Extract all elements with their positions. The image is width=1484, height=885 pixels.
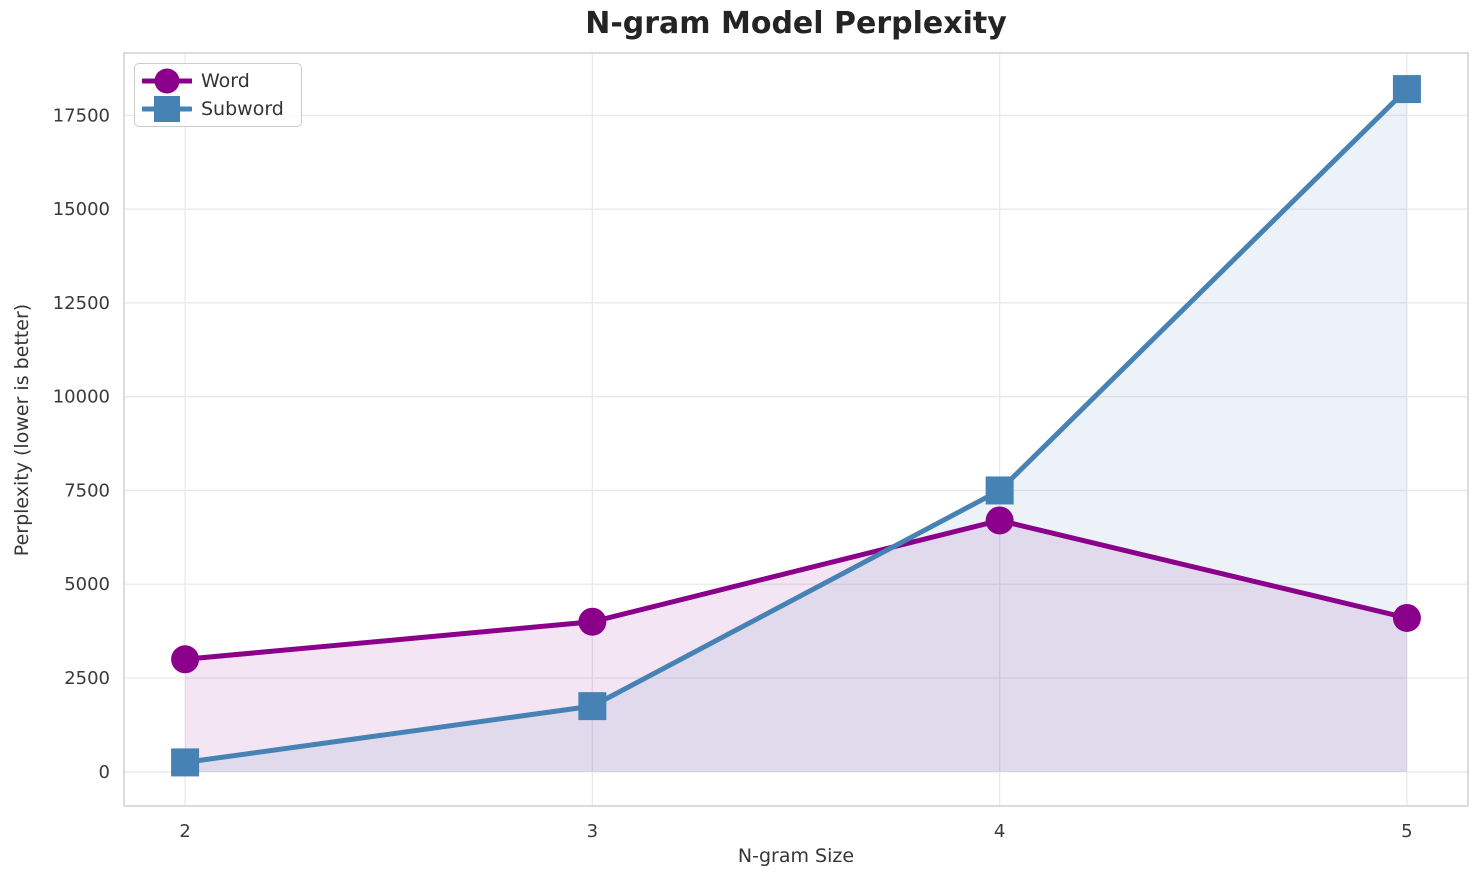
- subword-line: [182, 86, 1410, 765]
- word-line: [182, 517, 1410, 662]
- word-marker: [985, 506, 1014, 535]
- y-axis-label: Perplexity (lower is better): [11, 303, 33, 557]
- word-marker: [1392, 603, 1421, 632]
- legend: Word Subword: [134, 63, 302, 127]
- square-icon: [154, 96, 180, 123]
- subword-marker: [985, 476, 1014, 505]
- y-tick-label: 12500: [53, 293, 110, 314]
- y-tick-label: 10000: [53, 387, 110, 408]
- y-tick-label: 0: [99, 762, 110, 783]
- subword-marker: [1392, 75, 1421, 104]
- word-area: [185, 520, 1407, 772]
- word-marker: [171, 645, 200, 674]
- y-tick-label: 2500: [64, 668, 110, 689]
- subword-marker: [171, 748, 200, 777]
- y-tick-label: 7500: [64, 480, 110, 501]
- x-axis-label: N-gram Size: [737, 845, 855, 867]
- subword-square-marker-icon: [140, 95, 194, 123]
- x-tick-label: 4: [994, 821, 1005, 842]
- circle-icon: [154, 68, 180, 94]
- y-tick-label: 17500: [53, 105, 110, 126]
- y-tick-label: 15000: [53, 199, 110, 220]
- subword-marker: [578, 692, 607, 721]
- y-tick-label: 5000: [64, 574, 110, 595]
- word-circle-marker-icon: [140, 67, 194, 95]
- legend-item-word: Word: [140, 67, 301, 95]
- legend-item-subword: Subword: [140, 95, 301, 123]
- subword-area: [185, 89, 1407, 772]
- legend-label-subword: Subword: [201, 98, 284, 121]
- subword-legend-glyph: [140, 96, 194, 123]
- chart-title: N-gram Model Perplexity: [585, 6, 1007, 41]
- x-tick-label: 3: [587, 821, 598, 842]
- x-tick-label: 2: [179, 821, 190, 842]
- word-marker: [578, 607, 607, 636]
- x-tick-label: 5: [1401, 821, 1412, 842]
- legend-label-word: Word: [201, 69, 250, 92]
- plot-border: [123, 52, 1469, 807]
- word-legend-glyph: [140, 68, 194, 94]
